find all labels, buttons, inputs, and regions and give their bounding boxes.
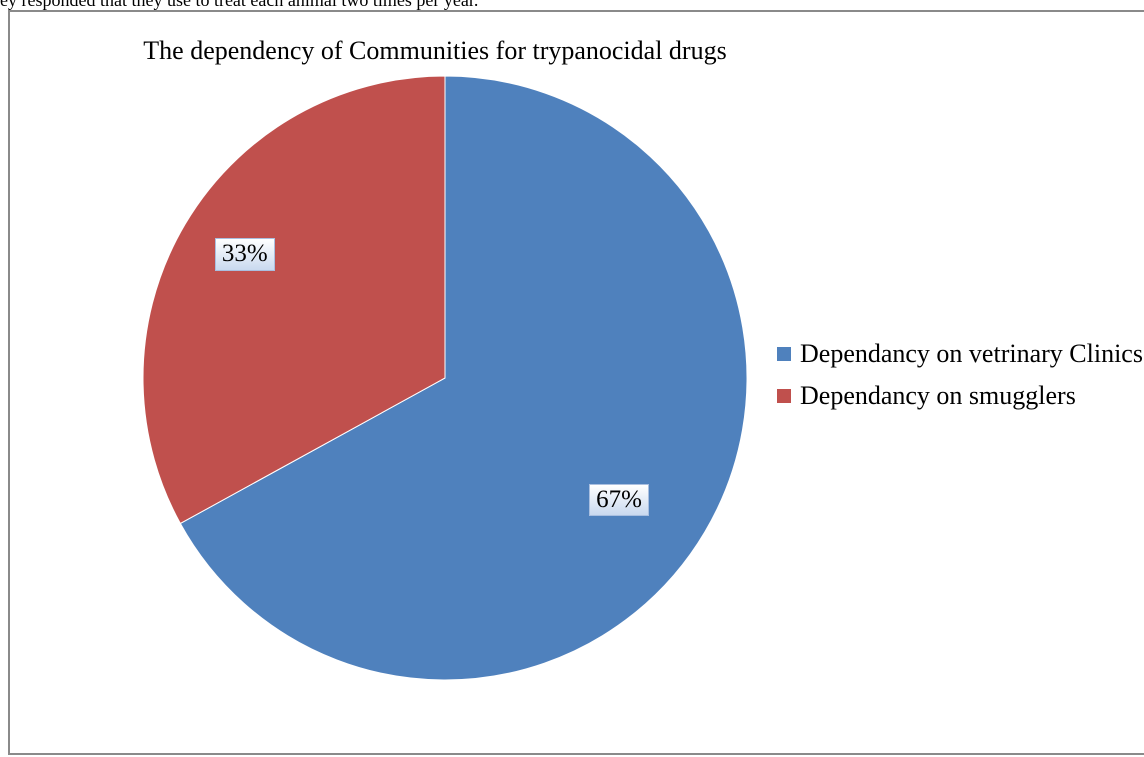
pie-slice-smugglers [142,75,446,525]
chart-area: The dependency of Communities for trypan… [8,10,1144,755]
legend-label-clinics: Dependancy on vetrinary Clinics [800,339,1143,368]
data-label-clinics: 67% [589,483,649,517]
page-top-text: ey responded that they use to treat each… [0,0,479,10]
legend-swatch-clinics [777,347,791,361]
legend-item-clinics: Dependancy on vetrinary Clinics [777,336,1144,372]
legend-item-smugglers: Dependancy on smugglers [777,378,1144,414]
legend-label-smugglers: Dependancy on smugglers [800,381,1076,410]
data-label-smugglers: 33% [214,238,275,272]
pie-slice-clinics [179,75,748,681]
legend-swatch-smugglers [777,389,791,403]
chart-legend: Dependancy on vetrinary Clinics Dependan… [777,336,1144,420]
chart-title: The dependency of Communities for trypan… [143,36,727,65]
pie-chart [142,75,748,681]
